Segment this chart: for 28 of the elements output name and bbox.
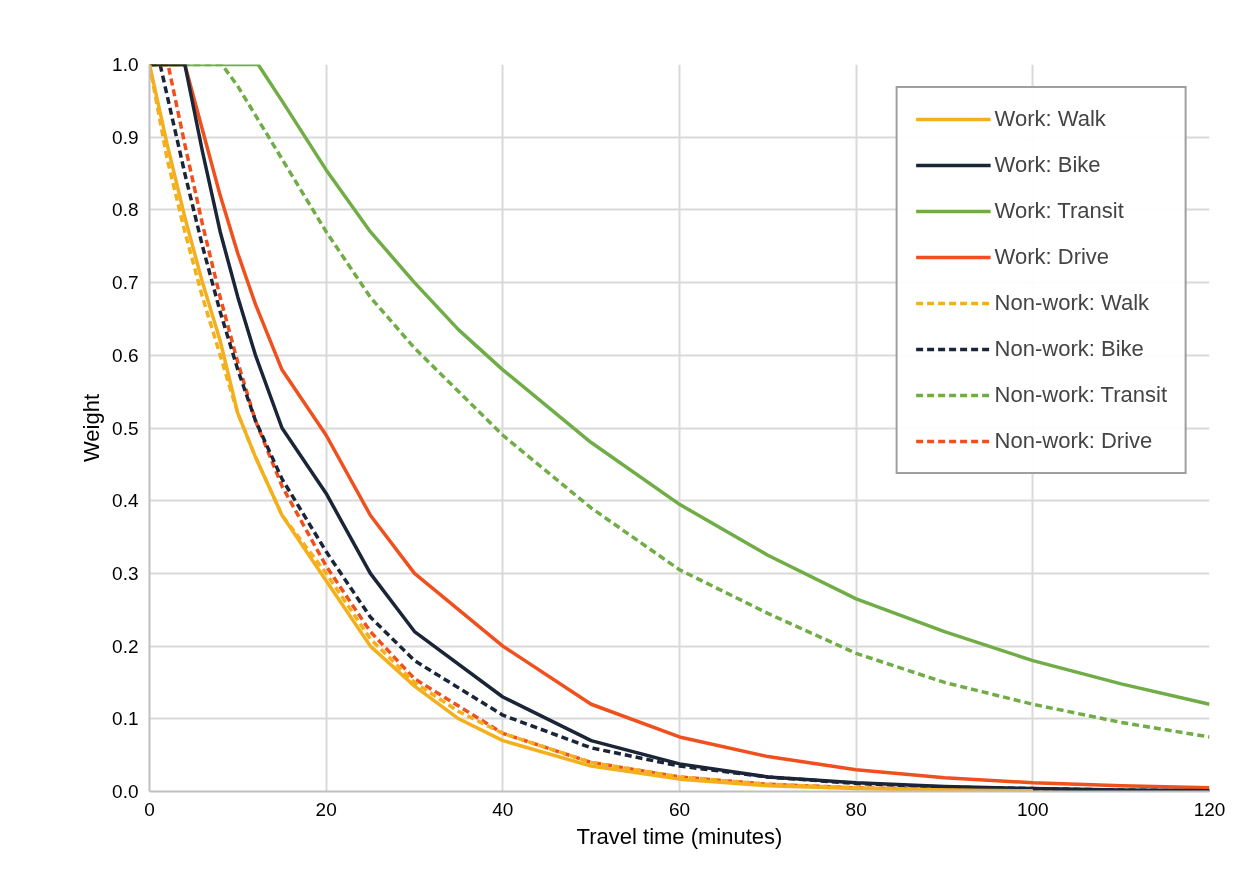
legend-label: Work: Drive (994, 244, 1110, 270)
x-tick-label: 120 (1193, 798, 1226, 820)
y-axis-title: Weight (79, 393, 105, 463)
legend-label: Work: Walk (994, 106, 1106, 132)
x-tick-label: 40 (492, 798, 514, 820)
x-tick-label: 60 (668, 798, 691, 820)
legend-label: Non-work: Transit (994, 382, 1167, 408)
y-tick-label: 0.4 (112, 490, 139, 512)
y-tick-label: 0.3 (112, 562, 139, 584)
x-tick-label: 0 (144, 798, 155, 820)
y-tick-label: 0.8 (112, 199, 139, 221)
y-tick-label: 0.6 (112, 344, 139, 366)
y-tick-label: 0.2 (112, 635, 139, 657)
y-tick-label: 0.9 (112, 126, 139, 148)
y-tick-label: 1.0 (112, 54, 139, 75)
legend-label: Non-work: Bike (994, 336, 1144, 362)
y-tick-label: 0.7 (112, 272, 139, 294)
legend-label: Non-work: Drive (994, 428, 1153, 454)
y-tick-label: 0.1 (112, 708, 139, 730)
x-tick-label: 20 (315, 798, 337, 820)
legend-label: Work: Bike (994, 152, 1101, 178)
legend-label: Work: Transit (994, 198, 1124, 224)
y-tick-label: 0.5 (112, 417, 139, 439)
x-axis-title: Travel time (minutes) (576, 823, 783, 849)
legend-label: Non-work: Walk (994, 290, 1150, 316)
x-tick-label: 100 (1016, 798, 1049, 820)
x-tick-label: 80 (845, 798, 867, 820)
y-tick-label: 0.0 (112, 781, 139, 802)
